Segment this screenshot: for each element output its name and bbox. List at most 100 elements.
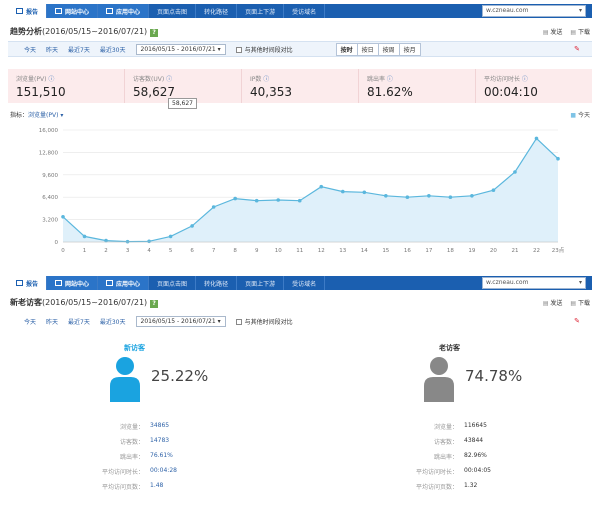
metric-bounce[interactable]: 跳出率 81.62% [359, 69, 476, 103]
x-tick-label: 4 [147, 248, 151, 254]
x-tick-label: 3 [126, 248, 130, 254]
tab-click-map[interactable]: 页面点击图 [149, 276, 197, 290]
domain-select[interactable]: w.czneau.com ▾ [482, 277, 586, 289]
x-tick-label: 15 [382, 248, 389, 254]
series-line [62, 137, 559, 243]
new-stat-row: 浏览量： 34865 [94, 422, 169, 431]
data-point [491, 188, 496, 192]
data-point [190, 224, 194, 228]
domain-select[interactable]: w.czneau.com ▾ [482, 5, 586, 17]
data-point [362, 190, 367, 195]
date-range-picker[interactable]: 2016/05/15 - 2016/07/21 ▾ [135, 43, 226, 55]
metric-pv[interactable]: 浏览量(PV) 151,510 [8, 69, 125, 103]
data-point [104, 238, 108, 243]
pin-icon[interactable]: ✎ [574, 45, 580, 53]
tab-report[interactable]: 报告 [8, 4, 48, 18]
date-range-picker[interactable]: 2016/05/15 - 2016/07/21 ▾ [135, 315, 226, 327]
x-tick-label: 14 [361, 248, 368, 254]
data-point [147, 239, 151, 244]
tooltip: 58,627 [168, 98, 197, 109]
tab-site-center[interactable]: 网站中心 [47, 276, 99, 290]
domain-value: w.czneau.com [486, 279, 529, 286]
metric-label: 平均访问时长 [484, 74, 584, 83]
range-30days[interactable]: 最近30天 [99, 318, 126, 326]
metric-duration[interactable]: 平均访问时长 00:04:10 [476, 69, 592, 103]
metric-value: 81.62% [367, 85, 413, 99]
old-visitor-percent: 74.78% [465, 367, 523, 385]
granularity-month[interactable]: 按月 [398, 42, 421, 56]
metric-label: 跳出率 [367, 74, 467, 83]
title-text: 趋势分析 [10, 27, 42, 36]
send-button[interactable]: 发送 [543, 298, 562, 307]
tab-report[interactable]: 报告 [8, 276, 48, 290]
data-point [168, 234, 173, 239]
tab-app-center[interactable]: 应用中心 [98, 276, 150, 290]
top-nav-bar: 报告 网站中心 应用中心 页面点击图 转化路径 页面上下游 受访域名 w.czn… [8, 4, 592, 18]
tab-click-map[interactable]: 页面点击图 [149, 4, 197, 18]
checkbox[interactable] [235, 47, 242, 53]
tab-site-center[interactable]: 网站中心 [47, 4, 99, 18]
y-tick-label: 6,400 [42, 195, 58, 201]
tab-conversion-path[interactable]: 转化路径 [196, 4, 238, 18]
help-icon[interactable]: ? [150, 29, 159, 37]
data-point [125, 239, 130, 244]
new-visitor-percent: 25.22% [151, 367, 209, 385]
tab-page-flow[interactable]: 页面上下游 [237, 276, 285, 290]
range-30days[interactable]: 最近30天 [99, 46, 126, 54]
old-stat-row: 跳出率： 82.96% [408, 452, 487, 461]
title-date: (2016/05/15~2016/07/21) [42, 27, 148, 36]
data-point [276, 198, 281, 202]
new-stat-row: 访客数： 14783 [94, 437, 169, 446]
x-tick-label: 18 [447, 248, 454, 254]
tab-domain[interactable]: 受访域名 [284, 4, 326, 18]
tab-domain[interactable]: 受访域名 [284, 276, 326, 290]
compare-toggle[interactable]: 与其他时间段对比 [235, 45, 293, 54]
report-icon [16, 280, 23, 286]
metric-value: 00:04:10 [484, 85, 538, 99]
tab-conversion-path[interactable]: 转化路径 [196, 276, 238, 290]
stat-label: 平均访问时长： [415, 469, 458, 476]
range-yesterday[interactable]: 昨天 [46, 318, 59, 326]
range-7days[interactable]: 最近7天 [68, 46, 90, 54]
range-today[interactable]: 今天 [24, 318, 37, 326]
metric-uv[interactable]: 访客数(UV) 58,627 [125, 69, 242, 103]
new-stat-row: 平均访问时长： 00:04:28 [94, 467, 177, 476]
compare-label: 与其他时间段对比 [244, 46, 293, 54]
metric-label: 访客数(UV) [133, 74, 233, 83]
metric-value: 58,627 [133, 85, 175, 99]
range-yesterday[interactable]: 昨天 [46, 46, 59, 54]
data-point [427, 194, 431, 198]
y-tick-label: 16,000 [39, 128, 59, 134]
x-tick-label: 5 [169, 248, 173, 254]
tab-app-center[interactable]: 应用中心 [98, 4, 150, 18]
chart-legend: 今天 [570, 110, 590, 119]
page-title: 趋势分析(2016/05/15~2016/07/21)? [10, 26, 159, 37]
stat-label: 平均访问时长： [101, 469, 144, 476]
pin-icon[interactable]: ✎ [574, 317, 580, 325]
range-7days[interactable]: 最近7天 [68, 318, 90, 326]
granularity-hour[interactable]: 按时 [335, 42, 358, 56]
metric-ip[interactable]: IP数 40,353 [242, 69, 359, 103]
site-icon [55, 280, 63, 286]
granularity-week[interactable]: 按周 [377, 42, 400, 56]
old-stat-row: 平均访问页数： 1.32 [408, 482, 477, 491]
x-tick-label: 8 [233, 248, 237, 254]
download-button[interactable]: 下载 [570, 298, 590, 307]
tab-page-flow[interactable]: 页面上下游 [237, 4, 285, 18]
download-button[interactable]: 下载 [570, 27, 590, 36]
data-point [556, 156, 560, 161]
chevron-down-icon: ▾ [578, 7, 582, 14]
granularity-day[interactable]: 按日 [356, 42, 379, 56]
tab-label: 网站中心 [65, 8, 90, 16]
stat-value: 00:04:28 [150, 467, 177, 474]
checkbox[interactable] [235, 319, 242, 325]
tab-label: 报告 [26, 280, 39, 288]
data-point [340, 189, 345, 194]
range-today[interactable]: 今天 [24, 46, 37, 54]
help-icon[interactable]: ? [150, 300, 159, 308]
area-fill [63, 138, 558, 242]
compare-toggle[interactable]: 与其他时间段对比 [235, 317, 293, 326]
indicator-select[interactable]: 指标：浏览量(PV) ▾ [10, 110, 63, 119]
trend-actions: 发送 下载 [543, 27, 590, 36]
send-button[interactable]: 发送 [543, 27, 562, 36]
